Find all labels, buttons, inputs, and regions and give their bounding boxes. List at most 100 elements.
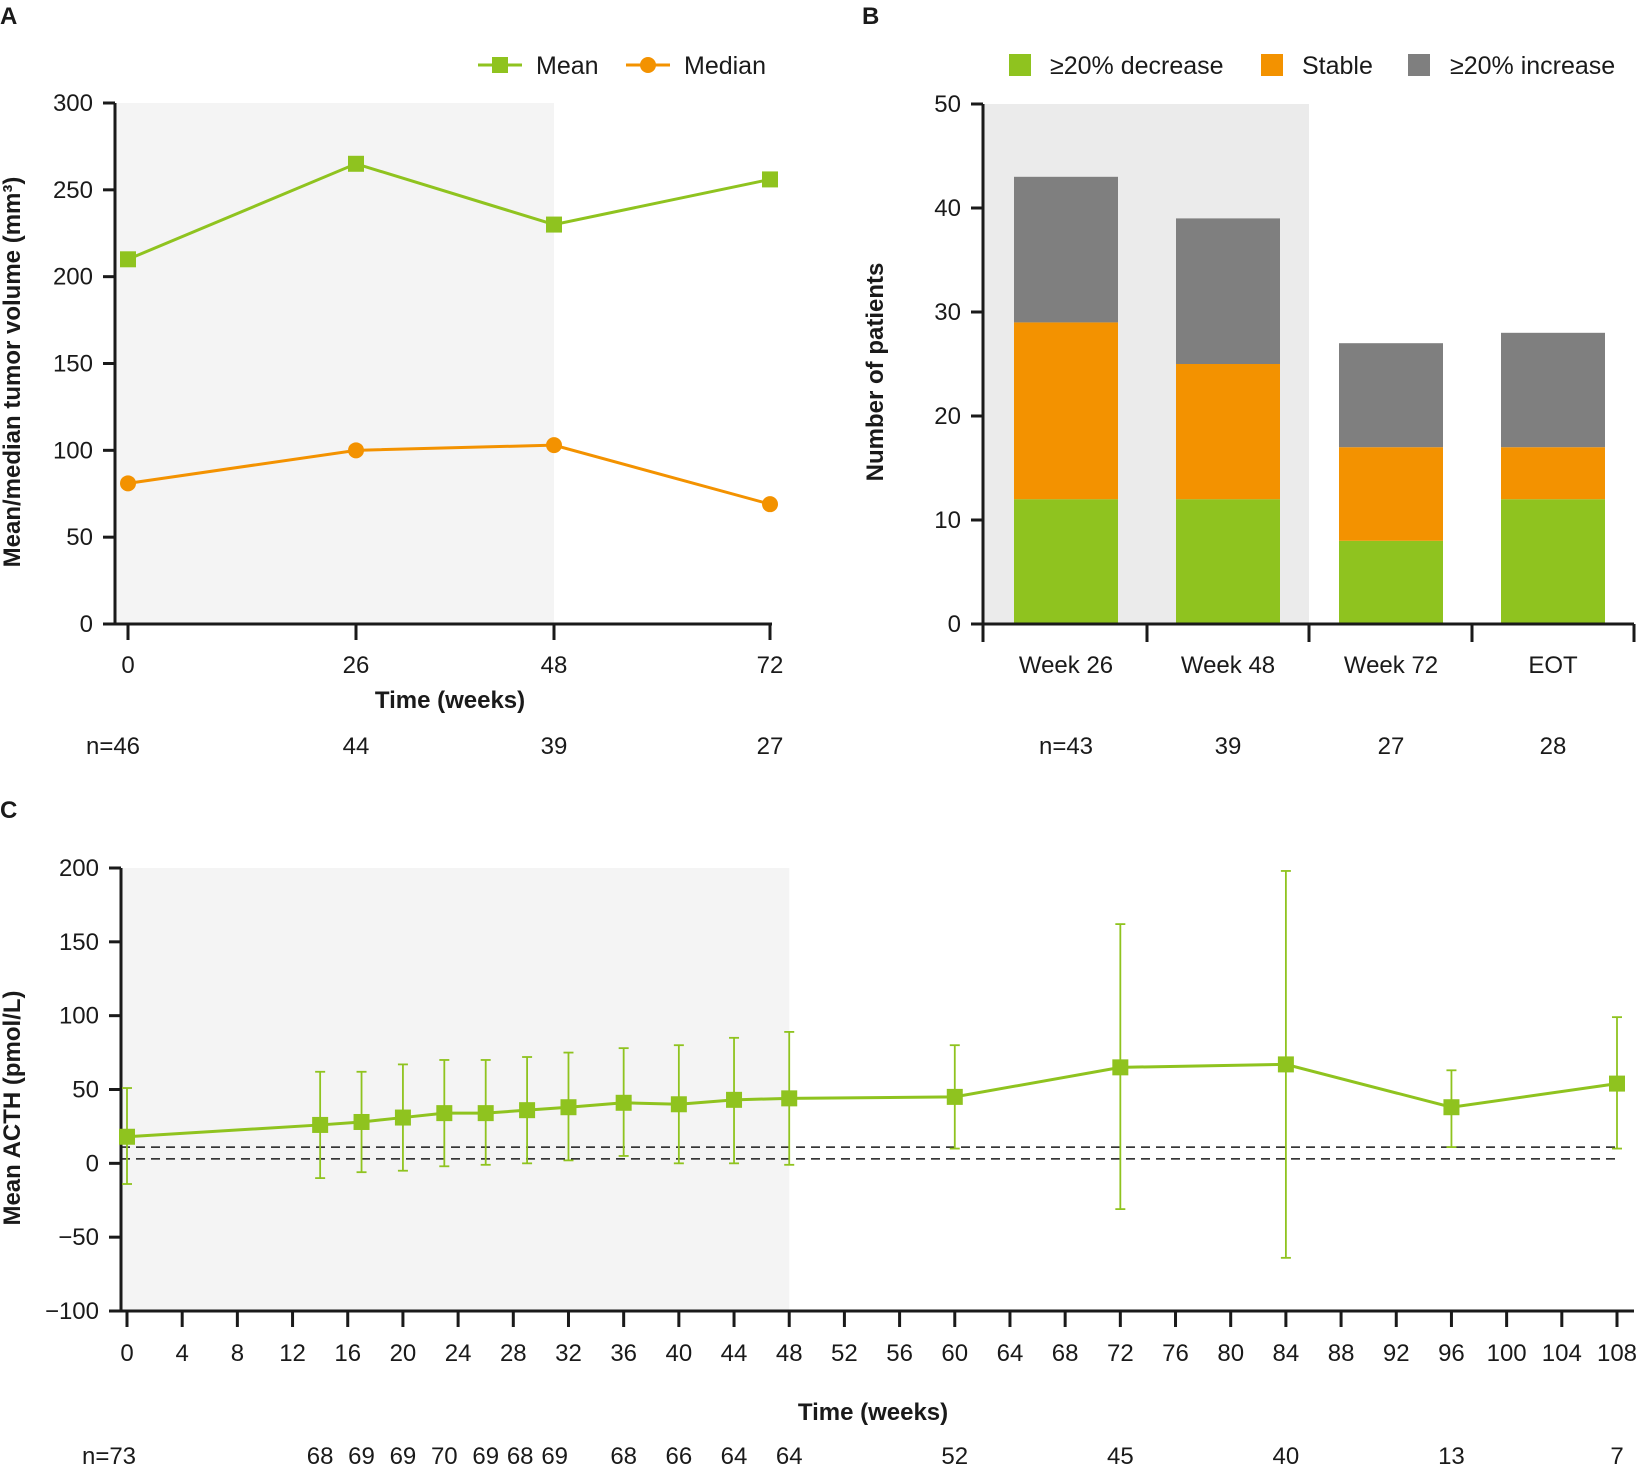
x-tick-label: 12 xyxy=(279,1340,306,1367)
x-tick-label: 24 xyxy=(445,1340,472,1367)
y-tick-label: 100 xyxy=(59,1003,99,1030)
x-tick-label: 32 xyxy=(555,1340,582,1367)
x-tick-label: 48 xyxy=(541,652,568,679)
x-tick-label: 0 xyxy=(120,1340,133,1367)
n-label: 44 xyxy=(343,733,370,760)
median-point xyxy=(120,475,136,492)
x-tick-label: EOT xyxy=(1528,652,1578,679)
y-tick-label: −100 xyxy=(45,1298,99,1325)
panel-a-tumor-volume-chart: A 0 50 100 150 200 250 300 0 26 48 72 Mean/median… xyxy=(0,3,783,760)
legend-decrease-label: ≥20% decrease xyxy=(1050,52,1224,80)
series-line-mean xyxy=(127,162,771,261)
panel-c-y-axis: −100 −50 0 50 100 150 200 xyxy=(45,855,121,1325)
x-tick-label: 108 xyxy=(1597,1340,1637,1367)
n-label: 64 xyxy=(776,1443,803,1467)
bar-week-26-stable xyxy=(1014,322,1118,500)
panel-b-patient-bar-chart: B 0 10 20 30 40 50 Week 26 Week 48 Week 72 EOT N… xyxy=(862,3,1636,760)
mean-point xyxy=(762,171,778,188)
mean-acth-point xyxy=(119,1128,135,1145)
x-tick-label: 0 xyxy=(121,652,134,679)
n-label: 69 xyxy=(390,1443,417,1467)
bar-week-26-decrease xyxy=(1014,499,1118,624)
panel-a-letter: A xyxy=(0,3,17,30)
legend-mean-square-marker xyxy=(492,57,508,73)
x-tick-label: 40 xyxy=(666,1340,693,1367)
n-label: 68 xyxy=(507,1443,534,1467)
y-tick-label: 10 xyxy=(934,507,961,534)
x-tick-label: 72 xyxy=(1107,1340,1134,1367)
x-tick-label: Week 48 xyxy=(1181,652,1275,679)
n-label: 39 xyxy=(1215,733,1242,760)
legend-stable-label: Stable xyxy=(1302,52,1373,80)
y-tick-label: 50 xyxy=(934,91,961,118)
x-tick-label: 44 xyxy=(721,1340,748,1367)
y-tick-label: 200 xyxy=(59,855,99,882)
n-label: 69 xyxy=(541,1443,568,1467)
panel-c-series xyxy=(119,870,1625,1259)
x-tick-label: 20 xyxy=(390,1340,417,1367)
n-label: 40 xyxy=(1273,1443,1300,1467)
panel-c-letter: C xyxy=(0,797,17,824)
y-tick-label: 0 xyxy=(80,611,93,638)
x-tick-label: 36 xyxy=(610,1340,637,1367)
mean-acth-point xyxy=(781,1090,798,1107)
mean-point xyxy=(120,251,136,268)
x-tick-label: 64 xyxy=(997,1340,1024,1367)
panel-c-y-axis-title: Mean ACTH (pmol/L) xyxy=(0,990,26,1225)
x-tick-label: 16 xyxy=(334,1340,361,1367)
panel-a-x-axis: 0 26 48 72 xyxy=(121,624,783,679)
y-tick-label: 300 xyxy=(53,90,93,117)
legend-increase-label: ≥20% increase xyxy=(1450,52,1615,80)
mean-acth-point xyxy=(353,1113,370,1130)
x-tick-label: 84 xyxy=(1273,1340,1300,1367)
x-tick-label: 8 xyxy=(231,1340,244,1367)
y-tick-label: 200 xyxy=(53,264,93,291)
mean-acth-point xyxy=(312,1116,329,1133)
median-point xyxy=(348,442,364,459)
panel-a-legend: Mean Median xyxy=(478,52,766,80)
n-label: 69 xyxy=(472,1443,499,1467)
legend-mean-label: Mean xyxy=(536,52,599,80)
bar-week-26-increase xyxy=(1014,176,1118,323)
panel-a-series xyxy=(120,155,778,513)
panel-c-x-axis: 0 4 8 12 16 20 24 28 32 36 40 44 48 52 56 60 64 68 72 76 80 8… xyxy=(120,1311,1637,1367)
median-point xyxy=(546,437,562,454)
x-tick-label: 28 xyxy=(500,1340,527,1367)
bar-eot-decrease xyxy=(1501,499,1605,624)
panel-a-n-labels: n=46 44 39 27 xyxy=(86,733,783,760)
x-tick-label: 60 xyxy=(941,1340,968,1367)
mean-acth-point xyxy=(477,1105,494,1122)
panel-b-legend: ≥20% decrease Stable ≥20% increase xyxy=(1009,52,1615,80)
y-tick-label: 50 xyxy=(72,1077,99,1104)
mean-acth-point xyxy=(726,1091,743,1108)
x-tick-label: 80 xyxy=(1217,1340,1244,1367)
bar-eot-increase xyxy=(1501,332,1605,448)
mean-acth-point xyxy=(670,1096,687,1113)
y-tick-label: 150 xyxy=(59,929,99,956)
x-tick-label: 52 xyxy=(831,1340,858,1367)
panel-a-y-axis: 0 50 100 150 200 250 300 xyxy=(53,90,115,638)
y-tick-label: 0 xyxy=(86,1150,99,1177)
y-tick-label: 0 xyxy=(948,611,961,638)
y-tick-label: −50 xyxy=(58,1224,99,1251)
legend-stable-swatch xyxy=(1261,54,1283,76)
x-tick-label: 96 xyxy=(1438,1340,1465,1367)
panel-b-n-labels: n=43 39 27 28 xyxy=(1039,733,1566,760)
mean-acth-point xyxy=(946,1088,963,1105)
bar-week-72-increase xyxy=(1339,343,1443,448)
n-label: n=46 xyxy=(86,733,140,760)
n-label: 68 xyxy=(307,1443,334,1467)
mean-acth-point xyxy=(1277,1056,1294,1073)
panel-a-y-axis-title: Mean/median tumor volume (mm³) xyxy=(0,177,26,568)
y-tick-label: 30 xyxy=(934,299,961,326)
legend-decrease-swatch xyxy=(1009,54,1031,76)
panel-c-n-labels: n=73 68 69 69 70 69 68 69 68 66 64 64 52 45 40 13 7 xyxy=(82,1443,1624,1467)
n-label: 52 xyxy=(941,1443,968,1467)
x-tick-label: Week 72 xyxy=(1344,652,1438,679)
mean-acth-point xyxy=(394,1109,411,1126)
n-label: 68 xyxy=(610,1443,637,1467)
y-tick-label: 20 xyxy=(934,403,961,430)
x-tick-label: Week 26 xyxy=(1019,652,1113,679)
n-label: n=73 xyxy=(82,1443,136,1467)
